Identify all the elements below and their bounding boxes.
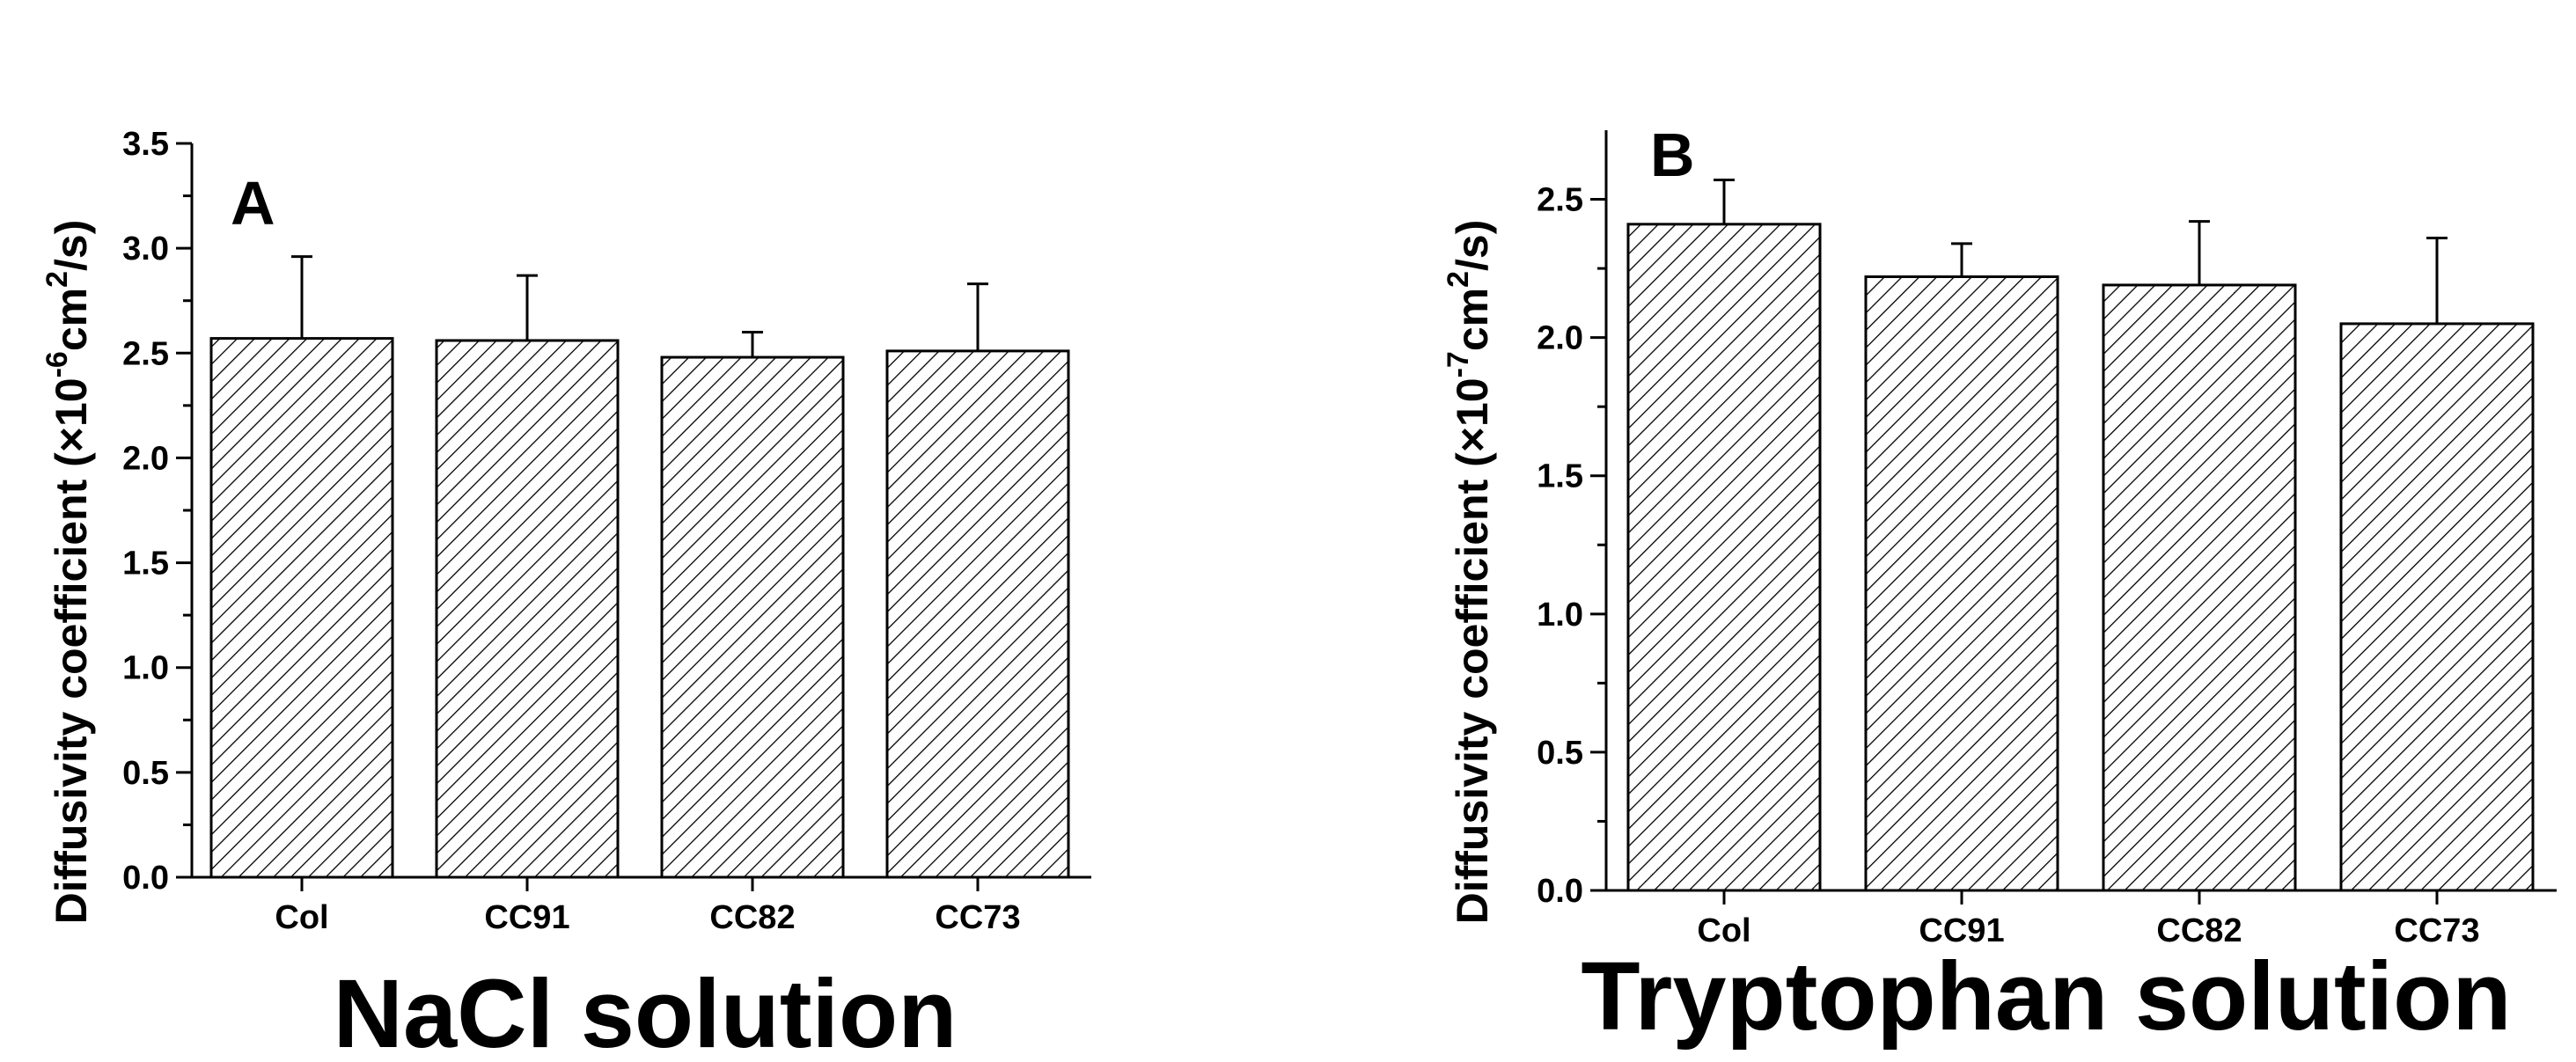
panel-b-y-tick-label: 1.5	[1537, 458, 1583, 495]
panel-a-category-label-cc82: CC82	[709, 899, 795, 936]
panel-b-x-axis-title: Tryptophan solution	[1581, 942, 2511, 1051]
panel-b-y-tick-label: 2.0	[1537, 320, 1583, 357]
panel-b-bar-col	[1626, 223, 1822, 892]
panel-b-label: B	[1650, 121, 1695, 189]
panel-b-bar-cc73	[2339, 322, 2535, 892]
panel-a-bar-col	[209, 337, 394, 879]
panel-a-y-axis-title-exponent: -6	[40, 351, 74, 377]
panel-b-bar-cc82	[2102, 283, 2297, 892]
panel-b-y-tick-label: 1.0	[1537, 597, 1583, 634]
panel-b-category-label-cc82: CC82	[2156, 912, 2242, 949]
panel-a-y-axis-title-suffix: /s)	[47, 220, 96, 271]
panel-b-y-axis-title-prefix: Diffusivity coefficient (×10	[1448, 377, 1497, 924]
panel-b-y-axis-title-unit-exponent: 2	[1442, 271, 1475, 288]
panel-a-bar-cc82	[660, 355, 845, 879]
panel-a-y-axis-title: Diffusivity coefficient (×10-6cm2/s)	[40, 220, 96, 925]
panel-b-y-tick-label: 0.0	[1537, 873, 1583, 910]
panel-b-y-axis-title: Diffusivity coefficient (×10-7cm2/s)	[1442, 220, 1497, 925]
panel-b-y-axis-title-suffix: /s)	[1448, 220, 1497, 271]
panel-b-y-tick-label: 0.5	[1537, 735, 1583, 772]
panel-a-label: A	[231, 169, 275, 238]
panel-b-category-label-cc91: CC91	[1919, 912, 2004, 949]
panel-b-category-label-col: Col	[1697, 912, 1750, 949]
panel-b-y-axis-title-unit: cm	[1448, 288, 1497, 351]
panel-b-y-tick-label: 2.5	[1537, 182, 1583, 219]
panel-a-y-axis-title-prefix: Diffusivity coefficient (×10	[47, 377, 96, 924]
panel-a-category-label-col: Col	[275, 899, 328, 936]
panel-a-category-label-cc73: CC73	[935, 899, 1020, 936]
panel-a-y-tick-label: 2.5	[122, 335, 169, 372]
panel-a-x-axis-title: NaCl solution	[334, 960, 958, 1062]
panel-b-y-axis-title-exponent: -7	[1442, 351, 1475, 377]
panel-a-y-tick-label: 2.0	[122, 440, 169, 477]
panel-a-y-axis-title-unit: cm	[47, 288, 96, 351]
panel-a-plot: 0.0 0.5 1.0 1.5 2.0 2.5 3.0 3.5 Col CC91 CC82 CC73	[122, 126, 1091, 936]
panel-a-bar-cc73	[885, 349, 1070, 879]
panel-a-y-axis-title-unit-exponent: 2	[40, 271, 74, 288]
panel-b-plot: 0.0 0.5 1.0 1.5 2.0 2.5 Col CC91 CC82 CC73	[1537, 130, 2557, 949]
panel-a-y-tick-label: 0.5	[122, 755, 169, 792]
panel-a-y-tick-label: 1.0	[122, 650, 169, 687]
panel-a-y-tick-label: 3.5	[122, 126, 169, 163]
panel-b-bar-cc91	[1864, 275, 2059, 892]
panel-a-y-tick-label: 0.0	[122, 860, 169, 897]
panel-a-y-tick-label: 3.0	[122, 231, 169, 267]
panel-b-category-label-cc73: CC73	[2394, 912, 2479, 949]
panel-a-category-label-cc91: CC91	[484, 899, 569, 936]
panel-a-bar-cc91	[435, 339, 620, 879]
panel-a-y-tick-label: 1.5	[122, 546, 169, 582]
panel-b: 0.0 0.5 1.0 1.5 2.0 2.5 Col CC91 CC82 CC73 B Tryp…	[1442, 121, 2557, 1051]
